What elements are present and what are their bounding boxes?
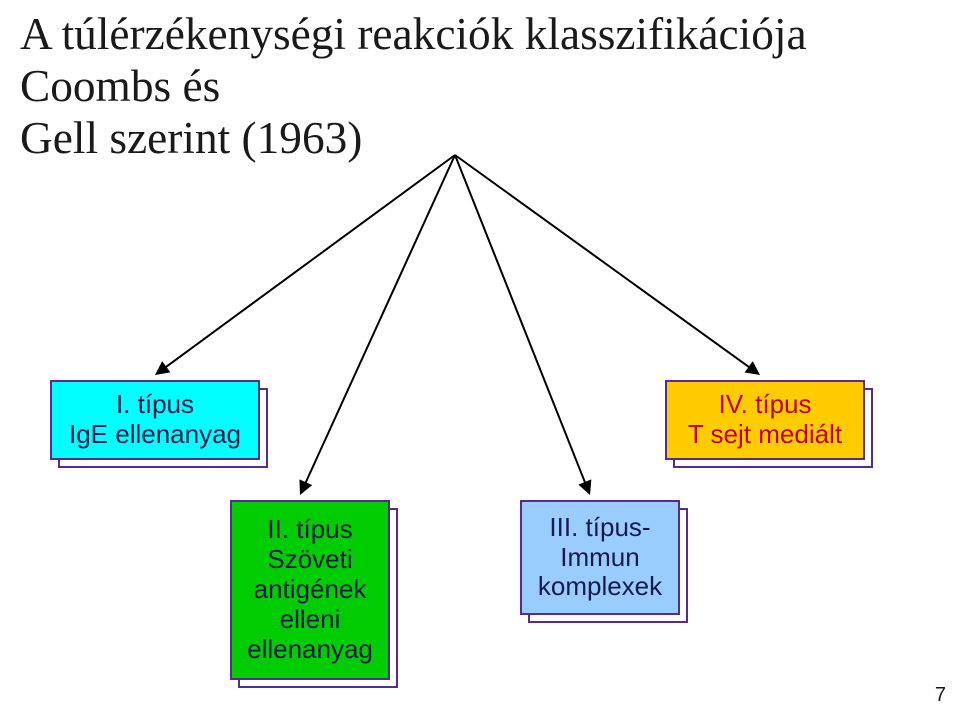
type2-box: II. típusSzövetiantigénekelleniellenanya… (230, 500, 390, 680)
type2-label-line: antigének (254, 575, 367, 605)
type1-box: I. típusIgE ellenanyag (50, 380, 260, 460)
type2-label-line: II. típus (267, 515, 352, 545)
type3-label-line: komplexek (538, 572, 662, 602)
type1-label-line: I. típus (116, 390, 194, 420)
type2-label-line: Szöveti (267, 545, 352, 575)
type2-label-line: elleni (280, 605, 341, 635)
type4-box: IV. típusT sejt mediált (665, 380, 865, 460)
type4-label-line: IV. típus (719, 390, 812, 420)
arrow-fan (0, 0, 960, 717)
page-number: 7 (935, 684, 946, 707)
type1-label-line: IgE ellenanyag (69, 420, 241, 450)
type3-label-line: Immun (560, 543, 639, 573)
type4-label-line: T sejt mediált (688, 420, 842, 450)
type3-label-line: III. típus- (549, 513, 650, 543)
type2-label-line: ellenanyag (247, 635, 373, 665)
type3-box: III. típus-Immunkomplexek (520, 500, 680, 615)
